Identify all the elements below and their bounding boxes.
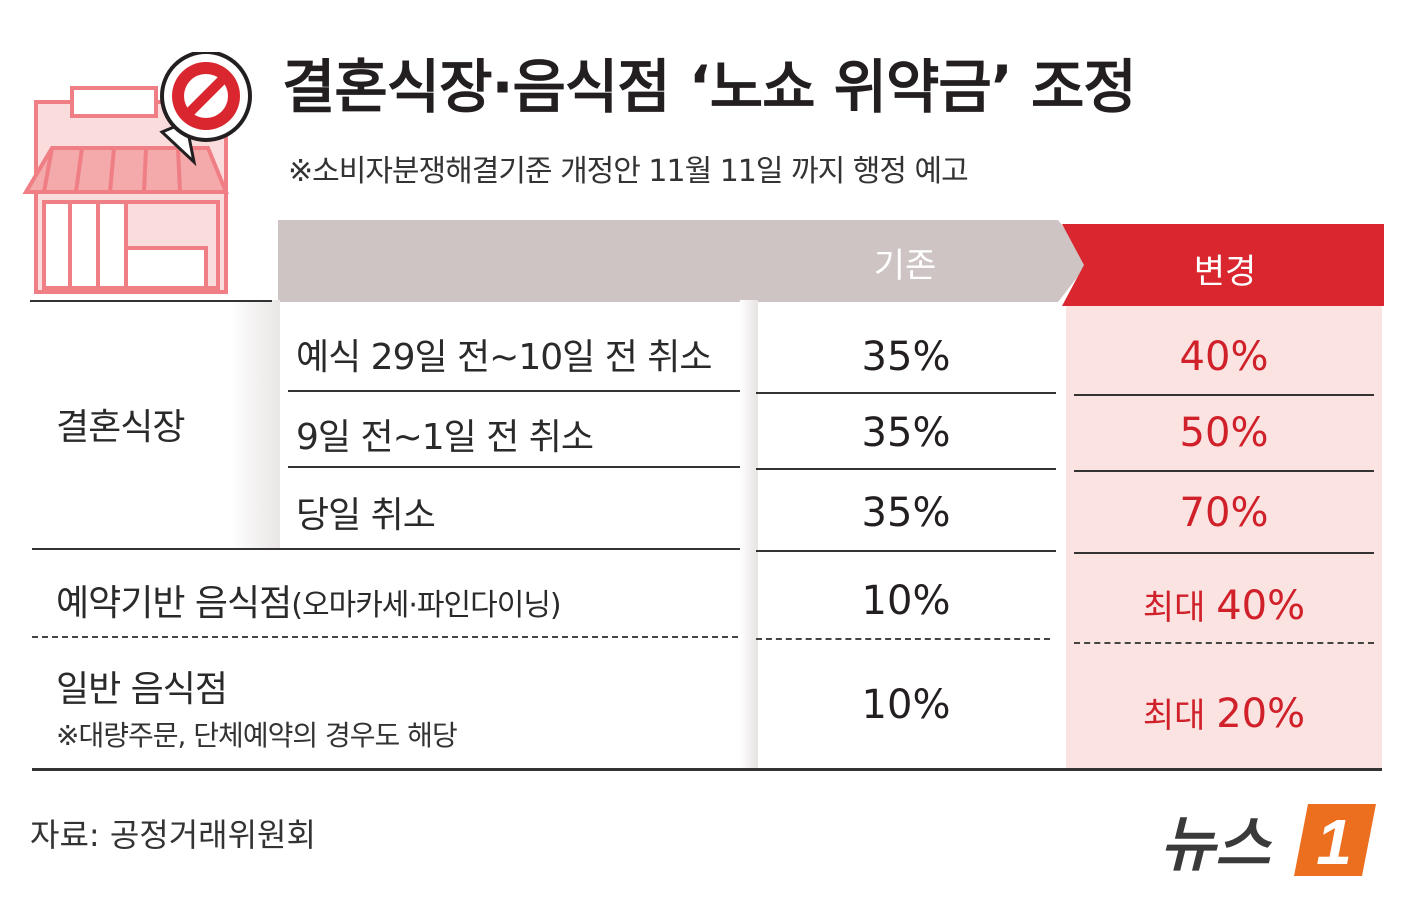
source-note: 자료: 공정거래위원회 <box>30 816 316 854</box>
row-base-reservation-restaurant: 10% <box>861 578 951 624</box>
changed-column-background <box>1066 306 1382 768</box>
section-divider <box>1074 552 1374 554</box>
news1-logo-text: 뉴스 <box>1160 810 1271 880</box>
row-change-same-day: 70% <box>1179 490 1269 536</box>
change-prefix: 최대 <box>1142 696 1217 736</box>
row-base-9-1-days: 35% <box>861 410 951 456</box>
reservation-label-main: 예약기반 음식점 <box>56 583 292 624</box>
change-value: 20% <box>1216 691 1306 737</box>
header-band-change <box>1062 224 1384 306</box>
subtitle: ※소비자분쟁해결기준 개정안 11월 11일 까지 행정 예고 <box>288 154 969 189</box>
row-divider <box>288 390 740 392</box>
reservation-label-paren: (오마카세·파인다이닝) <box>291 588 561 623</box>
change-value: 40% <box>1216 583 1306 629</box>
general-restaurant-note: ※대량주문, 단체예약의 경우도 해당 <box>56 719 458 752</box>
column-header-base: 기존 <box>873 246 937 286</box>
row-base-29-10-days: 35% <box>861 334 951 380</box>
label-column-shadow <box>740 300 758 768</box>
row-divider <box>756 468 1056 470</box>
row-base-same-day: 35% <box>861 490 951 536</box>
row-change-reservation-restaurant: 최대 40% <box>1094 580 1354 629</box>
row-label-general-restaurant: 일반 음식점 <box>56 669 228 710</box>
row-label-same-day: 당일 취소 <box>296 495 436 536</box>
page-title: 결혼식장·음식점 ‘노쇼 위약금’ 조정 <box>282 53 1137 121</box>
row-divider <box>756 392 1056 394</box>
dashed-divider <box>756 638 1050 640</box>
row-divider <box>288 466 740 468</box>
column-header-change: 변경 <box>1193 252 1257 292</box>
logo-mark-digit: 1 <box>1316 806 1352 878</box>
change-prefix: 최대 <box>1142 588 1217 628</box>
table-bottom-rule <box>32 768 1382 771</box>
news1-logo-icon: 1 <box>1294 804 1376 878</box>
section-divider <box>756 550 1056 552</box>
store-icon <box>22 52 252 294</box>
category-cell-background <box>30 300 280 550</box>
row-label-9-1-days: 9일 전~1일 전 취소 <box>296 417 594 458</box>
dashed-divider <box>1074 642 1374 644</box>
row-change-general-restaurant: 최대 20% <box>1094 688 1354 737</box>
row-base-general-restaurant: 10% <box>861 682 951 728</box>
category-wedding-hall: 결혼식장 <box>56 407 185 448</box>
row-change-9-1-days: 50% <box>1179 410 1269 456</box>
row-label-29-10-days: 예식 29일 전~10일 전 취소 <box>296 337 713 378</box>
header-band-base <box>278 220 1090 302</box>
row-divider <box>1074 394 1374 396</box>
dashed-divider <box>32 636 738 638</box>
row-label-reservation-restaurant: 예약기반 음식점(오마카세·파인다이닝) <box>56 574 562 626</box>
table-top-rule <box>30 300 272 302</box>
row-change-29-10-days: 40% <box>1179 334 1269 380</box>
row-divider <box>1074 470 1374 472</box>
section-divider <box>32 548 740 550</box>
